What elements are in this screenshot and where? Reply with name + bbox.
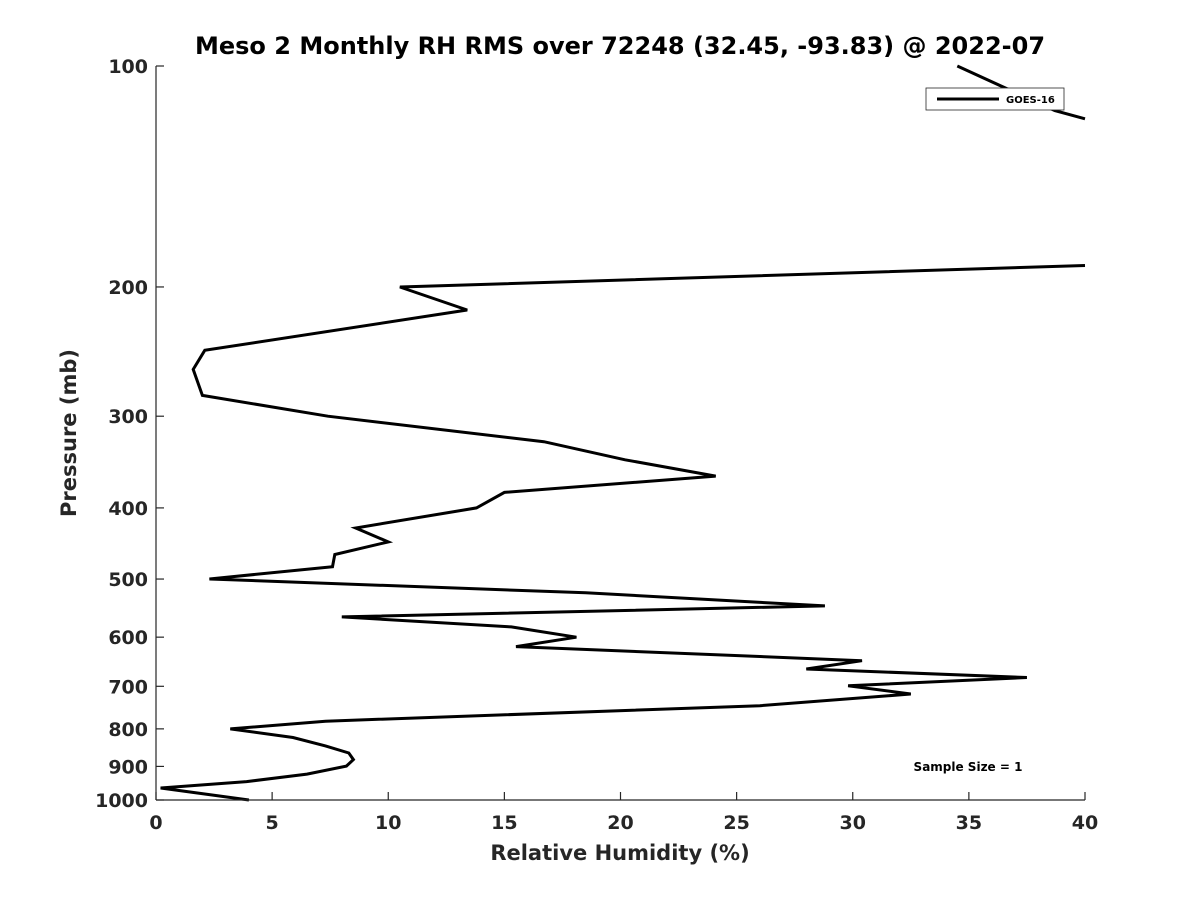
x-tick-label: 15 — [491, 812, 517, 834]
y-tick-label: 700 — [108, 676, 148, 698]
series-line-goes16-segment-1 — [956, 64, 1086, 121]
y-tick-label: 200 — [108, 277, 148, 299]
x-tick-label: 5 — [266, 812, 279, 834]
series-line-goes16-segment-2 — [160, 264, 1086, 802]
x-ticks: 0 5 10 15 20 25 30 35 40 — [149, 792, 1098, 834]
x-tick-label: 10 — [375, 812, 401, 834]
x-tick-label: 30 — [840, 812, 866, 834]
sample-size-annotation: Sample Size = 1 — [914, 760, 1023, 774]
x-tick-label: 40 — [1072, 812, 1098, 834]
x-tick-label: 20 — [607, 812, 633, 834]
y-tick-label: 300 — [108, 406, 148, 428]
y-tick-label: 100 — [108, 56, 148, 78]
y-tick-label: 400 — [108, 498, 148, 520]
x-tick-label: 35 — [956, 812, 982, 834]
axes-layer — [155, 66, 1085, 801]
legend-label-goes16: GOES-16 — [1006, 95, 1055, 106]
y-tick-label: 500 — [108, 569, 148, 591]
y-axis-label: Pressure (mb) — [57, 349, 81, 517]
y-tick-label: 800 — [108, 719, 148, 741]
chart-title: Meso 2 Monthly RH RMS over 72248 (32.45,… — [195, 32, 1045, 60]
y-tick-label: 1000 — [95, 790, 148, 812]
x-axis-label: Relative Humidity (%) — [490, 841, 749, 865]
y-tick-label: 600 — [108, 627, 148, 649]
legend: GOES-16 — [925, 87, 1065, 111]
series-layer — [160, 64, 1086, 802]
y-tick-label: 900 — [108, 756, 148, 778]
y-ticks: 100 200 300 400 500 600 700 800 900 1000 — [95, 56, 164, 812]
x-tick-label: 0 — [149, 812, 162, 834]
x-tick-label: 25 — [723, 812, 749, 834]
plot-area: 0 5 10 15 20 25 30 35 40 100 200 300 400 500 600 700 80… — [95, 56, 1098, 834]
